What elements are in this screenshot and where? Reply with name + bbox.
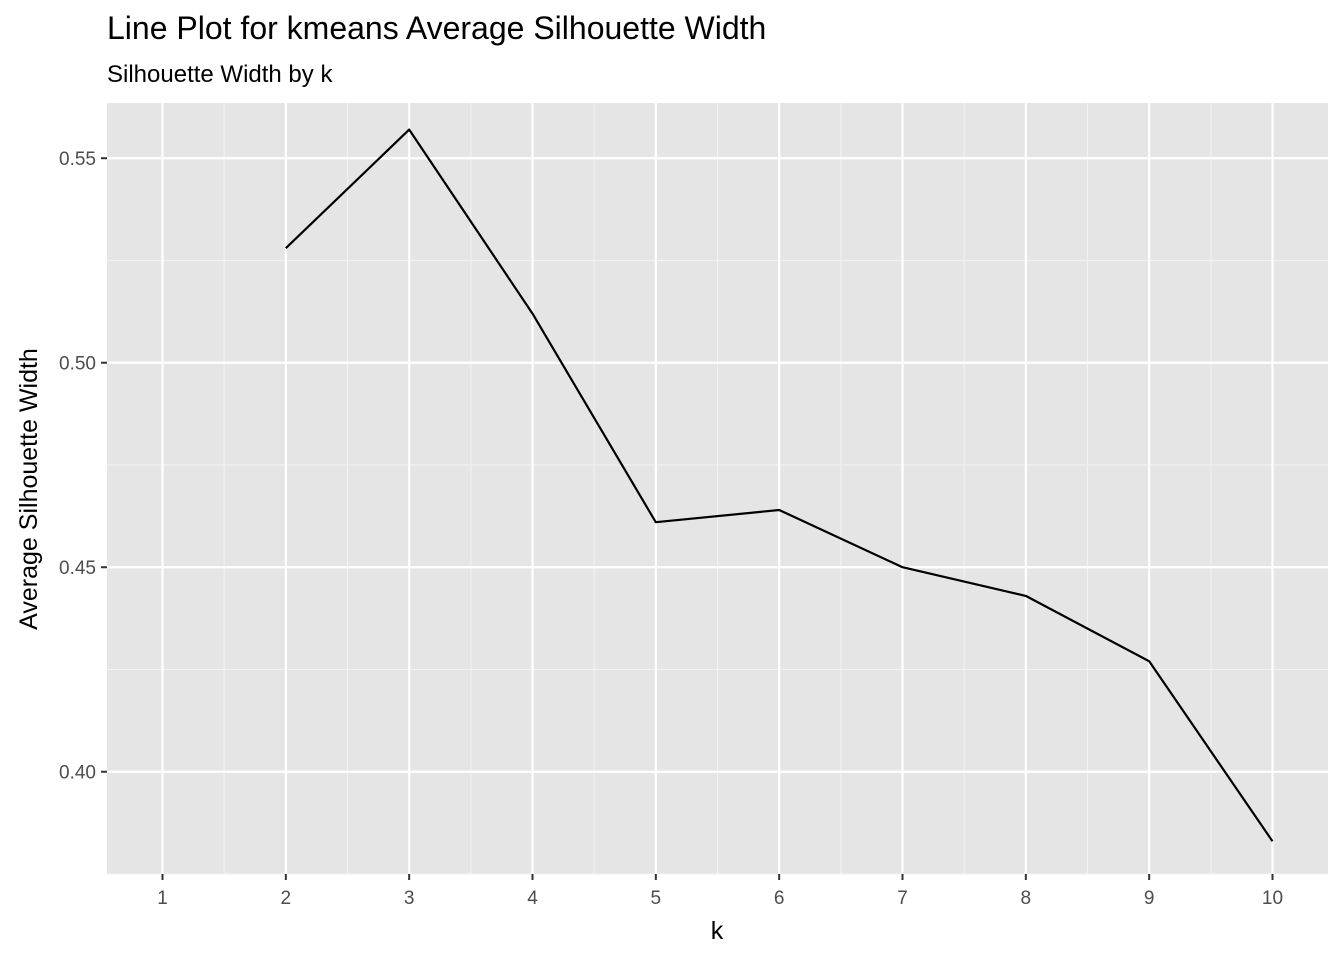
y-axis-ticks: 0.40 0.45 0.50 0.55	[59, 149, 107, 784]
x-tick-label: 2	[281, 888, 292, 909]
x-tick-label: 7	[897, 888, 908, 909]
y-tick-label: 0.40	[59, 763, 96, 784]
series-line	[285, 128, 1274, 842]
chart-subtitle: Silhouette Width by k	[107, 61, 333, 88]
x-tick-label: 6	[774, 888, 785, 909]
x-axis-ticks: 1 2 3 4 5 6 7 8 9 10	[157, 874, 1283, 909]
grid-minor	[107, 103, 1328, 875]
chart-title: Line Plot for kmeans Average Silhouette …	[107, 10, 766, 46]
y-axis-title: Average Silhouette Width	[15, 348, 43, 630]
y-tick-label: 0.55	[59, 149, 96, 170]
x-tick-label: 5	[651, 888, 662, 909]
x-tick-label: 8	[1021, 888, 1032, 909]
x-tick-label: 9	[1144, 888, 1155, 909]
x-tick-label: 4	[527, 888, 538, 909]
x-axis-title: k	[711, 917, 724, 945]
x-tick-label: 3	[404, 888, 415, 909]
y-tick-label: 0.50	[59, 354, 96, 375]
y-tick-label: 0.45	[59, 558, 96, 579]
x-tick-label: 10	[1262, 888, 1283, 909]
x-tick-label: 1	[157, 888, 168, 909]
grid-major	[107, 103, 1328, 874]
